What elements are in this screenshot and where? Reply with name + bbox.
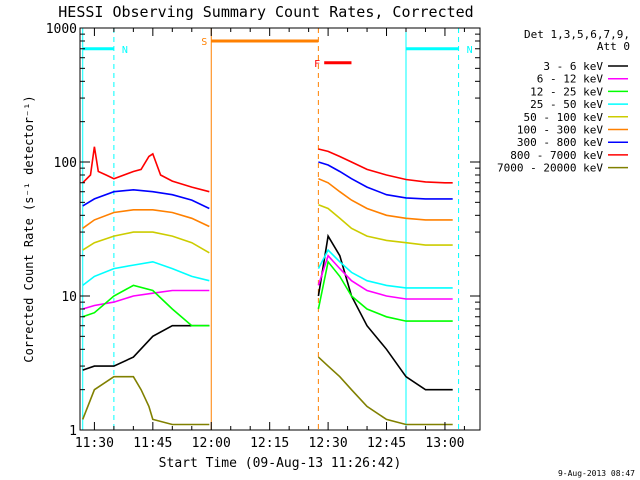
- annotation-n-0: N: [82, 28, 128, 430]
- annotation-s-2: S: [201, 28, 319, 430]
- series-line-0-segment-1: [317, 233, 453, 391]
- plot-area: N N S F: [81, 28, 473, 430]
- chart-title: HESSI Observing Summary Count Rates, Cor…: [58, 3, 473, 21]
- series-line-3-segment-0: [82, 260, 210, 287]
- x-tick-label: 11:30: [75, 436, 114, 451]
- series-line-5-segment-1: [318, 177, 453, 221]
- series-line-8-segment-1: [317, 356, 453, 426]
- legend-label: 3 - 6 keV: [543, 60, 603, 73]
- legend-entry-4: 50 - 100 keV: [524, 111, 628, 124]
- legend-label: 300 - 800 keV: [517, 136, 603, 149]
- legend-title-line-2: Att 0: [597, 40, 630, 53]
- series-line-8-segment-0: [81, 375, 210, 426]
- series-line-1-segment-1: [317, 254, 453, 300]
- annotation-n-1: N: [405, 28, 473, 430]
- annotation-f-3: F: [314, 59, 352, 70]
- plot-frame: [79, 27, 481, 431]
- legend-label: 100 - 300 keV: [517, 124, 603, 137]
- series-line-2-segment-1: [317, 259, 453, 322]
- annotation-label: N: [467, 45, 473, 56]
- annotation-label: S: [201, 37, 207, 48]
- y-tick-label: 1000: [46, 22, 77, 37]
- series-line-4-segment-0: [82, 231, 210, 254]
- x-tick-label: 12:15: [250, 436, 289, 451]
- legend-entry-1: 6 - 12 keV: [537, 73, 628, 86]
- x-tick-label: 12:00: [192, 436, 231, 451]
- y-tick-label: 10: [61, 290, 77, 305]
- series-line-6-segment-0: [82, 188, 210, 210]
- footer-date: 9-Aug-2013 08:47: [558, 469, 635, 478]
- legend-entry-0: 3 - 6 keV: [543, 60, 628, 73]
- y-axis-label: Corrected Count Rate (s⁻¹ detector⁻¹): [22, 95, 36, 362]
- legend-label: 12 - 25 keV: [530, 85, 603, 98]
- series-line-5-segment-0: [82, 209, 210, 229]
- x-axis-label: Start Time (09-Aug-13 11:26:42): [159, 456, 402, 471]
- series-line-3-segment-1: [317, 248, 453, 289]
- series-line-1-segment-0: [82, 289, 210, 310]
- x-tick-label: 12:45: [367, 436, 406, 451]
- y-tick-label: 1: [69, 424, 77, 439]
- legend-label: 7000 - 20000 keV: [497, 162, 603, 175]
- legend-label: 6 - 12 keV: [537, 73, 604, 86]
- legend-entry-7: 800 - 7000 keV: [510, 149, 628, 162]
- x-tick-label: 12:30: [309, 436, 348, 451]
- series-line-4-segment-1: [318, 203, 453, 246]
- legend-entry-2: 12 - 25 keV: [530, 85, 628, 98]
- legend-entry-5: 100 - 300 keV: [517, 124, 628, 137]
- series-line-0-segment-0: [82, 324, 210, 371]
- y-tick-label: 100: [54, 156, 77, 171]
- series-line-6-segment-1: [318, 161, 453, 200]
- x-tick-label: 11:45: [133, 436, 172, 451]
- legend-label: 800 - 7000 keV: [510, 149, 603, 162]
- x-tick-label: 13:00: [425, 436, 464, 451]
- legend-label: 50 - 100 keV: [524, 111, 604, 124]
- series-line-2-segment-0: [82, 284, 210, 327]
- series-line-7-segment-0: [82, 146, 210, 193]
- annotation-label: N: [122, 45, 128, 56]
- legend-entry-8: 7000 - 20000 keV: [497, 162, 628, 175]
- legend-entry-3: 25 - 50 keV: [530, 98, 628, 111]
- legend-title-line-1: Det 1,3,5,6,7,9,: [524, 28, 630, 41]
- legend-entry-6: 300 - 800 keV: [517, 136, 628, 149]
- axes: 11:30 11:45 12:00 12:15 12:30 12:45 13:00 1 10 10…: [46, 22, 481, 451]
- annotation-label: F: [314, 59, 320, 70]
- series-line-7-segment-1: [318, 148, 453, 184]
- legend-label: 25 - 50 keV: [530, 98, 603, 111]
